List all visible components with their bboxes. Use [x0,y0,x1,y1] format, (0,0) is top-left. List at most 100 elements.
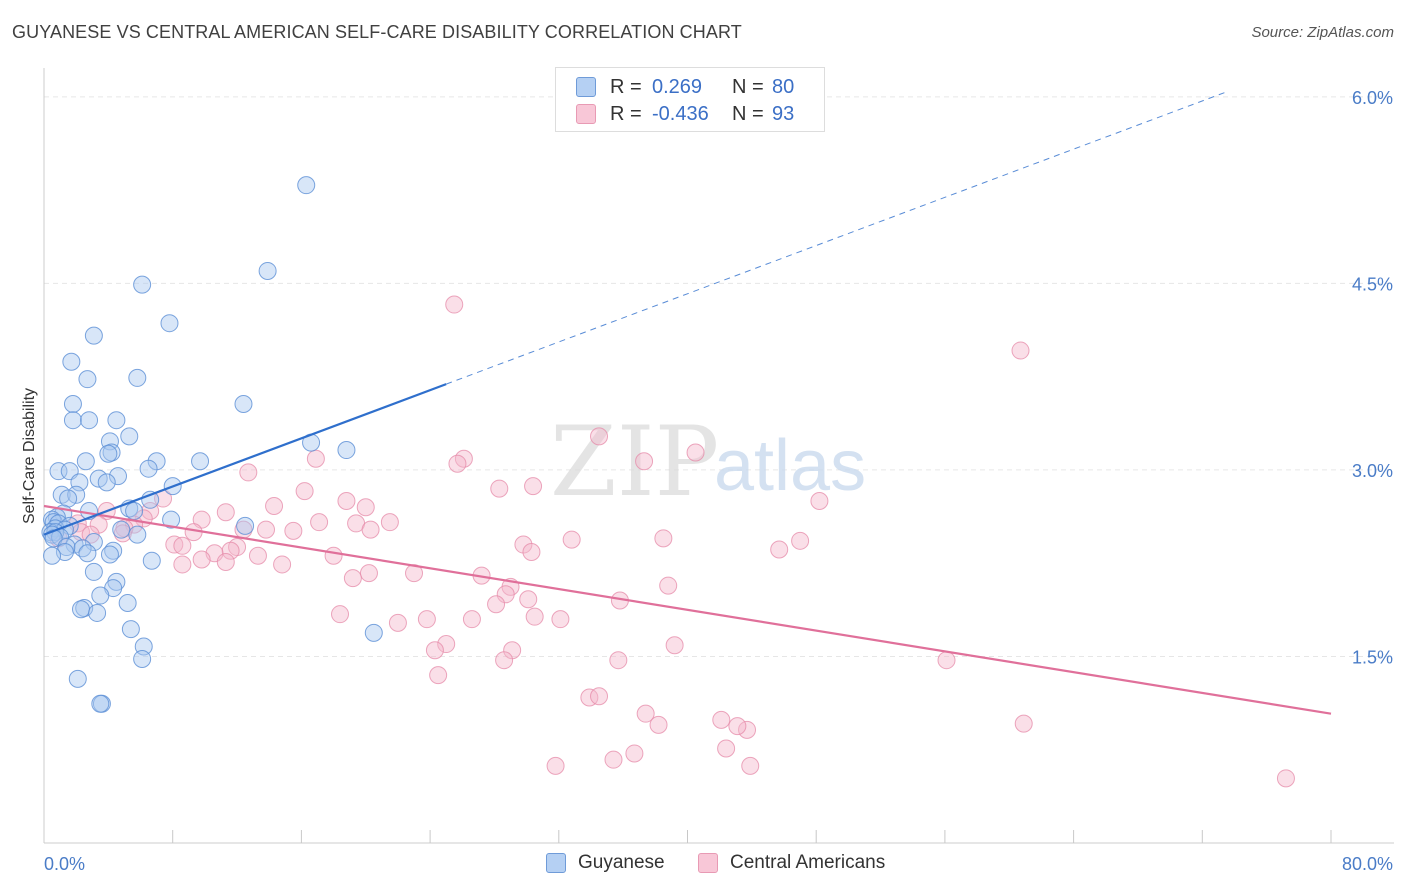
guyanese-point [59,489,78,508]
central-americans-point [173,555,192,574]
guyanese-point [91,694,110,713]
stats-legend: R = 0.269 N = 80 R = -0.436 N = 93 [555,67,825,132]
x-tick-labels: 0.0% 80.0% [44,854,1393,874]
guyanese-point [297,176,316,195]
central-americans-point [1011,341,1030,360]
central-americans-point [192,550,211,569]
y-axis-label: Self-Care Disability [21,388,38,524]
central-americans-point [665,636,684,655]
central-americans-point [216,552,235,571]
central-americans-point [636,704,655,723]
guyanese-point [364,623,383,642]
central-americans-point [686,443,705,462]
guyanese-point [121,620,140,639]
central-americans-point [580,688,599,707]
guyanese-point [109,467,128,486]
guyanese-point [97,473,116,492]
guyanese-point [120,427,139,446]
central-americans-point [221,541,240,560]
guyanese-point [99,444,118,463]
guyanese-point [128,368,147,387]
central-americans-point [216,503,235,522]
central-americans-point [551,610,570,629]
central-americans-point [324,546,343,565]
guyanese-point [160,314,179,333]
guyanese-point [139,459,158,478]
central-americans-trend-line [43,504,1332,715]
guyanese-point [73,539,92,558]
guyanese-point [43,546,62,565]
central-americans-point [654,529,673,548]
watermark-atlas: atlas [714,426,866,506]
legend-r-value: -0.436 [652,102,709,125]
guyanese-point [88,603,107,622]
trend-lines [43,91,1332,715]
legend-label-guyanese: Guyanese [578,852,665,873]
central-americans-point [770,540,789,559]
grid-lines [44,96,1394,657]
central-americans-point [310,513,329,532]
guyanese-point [142,551,161,570]
guyanese-point [112,520,131,539]
y-tick-label: 6.0% [1352,88,1393,108]
central-americans-point [343,569,362,588]
guyanese-point [337,441,356,460]
guyanese-trend-line [43,383,447,536]
central-americans-point [519,590,538,609]
central-americans-point [524,477,543,496]
central-americans-point [590,687,609,706]
axes [43,68,1394,844]
guyanese-point [91,586,110,605]
x-tick-label: 0.0% [44,854,85,874]
central-americans-point [462,610,481,629]
guyanese-point [63,395,82,414]
central-americans-point [496,585,515,604]
legend-row-guyanese: R = 0.269 N = 80 [576,75,794,99]
central-americans-point [273,555,292,574]
source-note: Source: ZipAtlas.com [1251,24,1394,41]
guyanese-point [76,452,95,471]
central-americans-point [265,496,284,515]
legend-n-value: 93 [772,102,795,125]
central-americans-point [388,613,407,632]
central-americans-point [712,710,731,729]
guyanese-point [100,545,119,564]
central-americans-point [791,531,810,550]
guyanese-point [84,533,103,552]
central-americans-point [437,635,456,654]
guyanese-point [84,326,103,345]
central-americans-point [738,720,757,739]
central-americans-point [522,543,541,562]
central-americans-point [417,610,436,629]
central-americans-point [635,452,654,471]
central-americans-point [445,295,464,314]
guyanese-point [63,411,82,430]
central-americans-point [741,756,760,775]
y-tick-label: 3.0% [1352,461,1393,481]
x-tick-label: 80.0% [1342,854,1393,874]
central-americans-point [810,492,829,511]
legend-swatch-central-americans [576,104,596,124]
central-americans-point [1276,769,1295,788]
central-americans-point [659,576,678,595]
guyanese-point [234,395,253,414]
central-americans-point [380,513,399,532]
central-americans-point [359,564,378,583]
y-tick-labels: 1.5% 3.0% 4.5% 6.0% [1352,88,1393,668]
guyanese-point [62,352,81,371]
central-americans-point [562,530,581,549]
legend-swatch-guyanese [546,853,566,873]
watermark-zip: ZIP [550,406,719,518]
legend-r-label: R = [610,102,642,125]
guyanese-trend-extension [446,91,1227,385]
central-americans-point [331,605,350,624]
legend-row-central-americans: R = -0.436 N = 93 [576,102,794,126]
legend-item-guyanese: Guyanese [546,852,665,874]
central-americans-point [248,546,267,565]
central-americans-point [1014,714,1033,733]
central-americans-point [284,521,303,540]
guyanese-point [125,501,144,520]
legend-item-central-americans: Central Americans [698,852,885,874]
central-americans-point [625,744,644,763]
